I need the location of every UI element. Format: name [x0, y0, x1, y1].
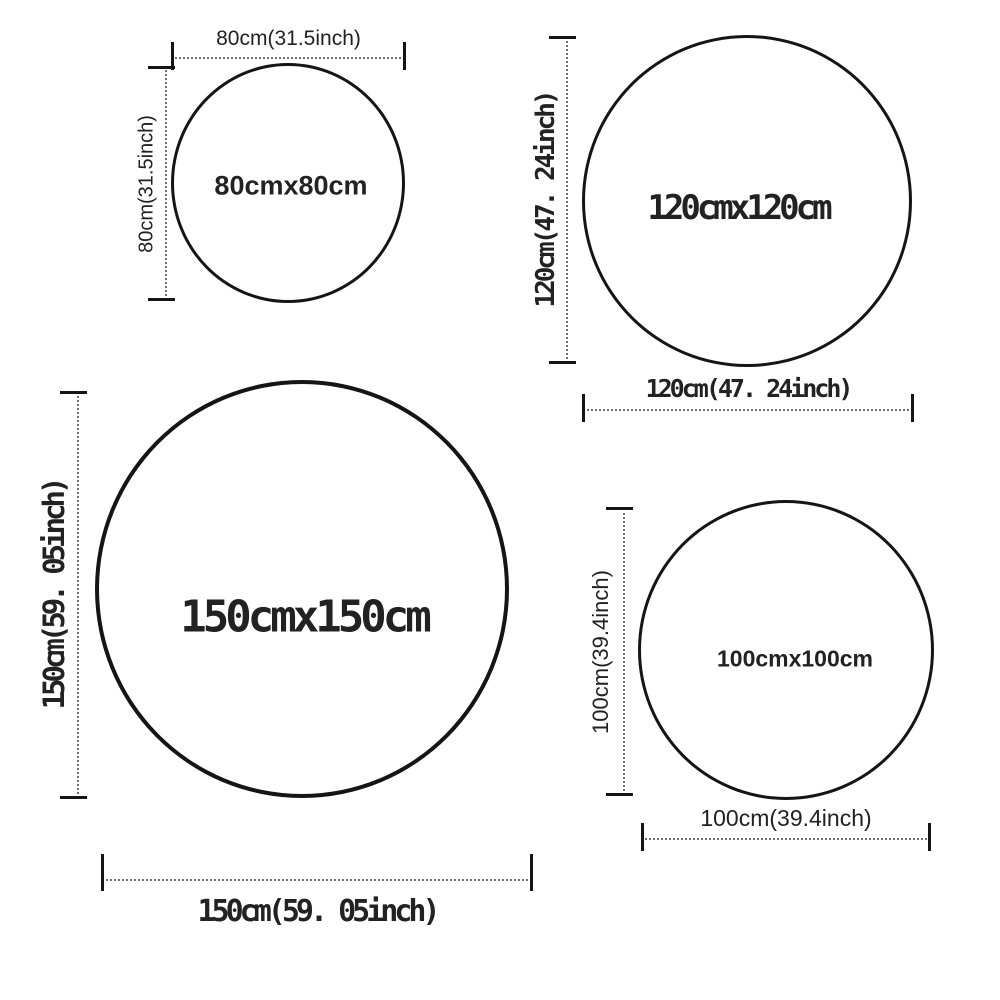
size-label-150: 150cmx150cm	[180, 591, 431, 643]
dimension-cap-top	[549, 36, 576, 39]
dimension-tick-right	[928, 823, 931, 851]
size-label-100: 100cmx100cm	[716, 645, 874, 672]
dimension-line	[623, 508, 625, 795]
dimension-cap-bottom	[606, 793, 633, 796]
dimension-line	[642, 838, 930, 840]
size-label-80: 80cmx80cm	[214, 170, 368, 201]
width-dimension-label-120: 120cm(47. 24inch)	[645, 374, 854, 403]
dimension-cap-top	[606, 507, 633, 510]
dimension-tick-right	[530, 854, 533, 891]
height-dimension-label-80: 80cm(31.5inch)	[135, 114, 158, 253]
width-dimension-label-150: 150cm(59. 05inch)	[197, 894, 440, 929]
circle-outline-150	[95, 380, 509, 798]
dimension-line	[583, 409, 913, 411]
circle-outline-80	[171, 63, 405, 303]
dimension-cap-top	[148, 66, 175, 69]
dimension-cap-bottom	[148, 298, 175, 301]
height-dimension-label-150: 150cm(59. 05inch)	[37, 480, 71, 710]
dimension-line	[172, 57, 405, 59]
dimension-tick-right	[911, 394, 914, 422]
dimension-tick-left	[641, 823, 644, 851]
size-label-120: 120cmx120cm	[647, 188, 832, 228]
dimension-tick-left	[171, 42, 174, 70]
dimension-line	[165, 67, 167, 300]
width-dimension-label-100: 100cm(39.4inch)	[700, 805, 872, 831]
dimension-cap-bottom	[549, 361, 576, 364]
dimension-tick-left	[101, 854, 104, 891]
dimension-line	[102, 879, 532, 881]
height-dimension-label-120: 120cm(47. 24inch)	[531, 92, 561, 308]
circle-outline-100	[638, 500, 934, 800]
dimension-tick-right	[403, 42, 406, 70]
height-dimension-label-100: 100cm(39.4inch)	[588, 569, 613, 734]
dimension-tick-left	[582, 394, 585, 422]
dimension-cap-bottom	[60, 796, 87, 799]
dimension-line	[77, 392, 79, 798]
dimension-line	[566, 37, 568, 363]
width-dimension-label-80: 80cm(31.5inch)	[216, 27, 361, 50]
dimension-cap-top	[60, 391, 87, 394]
circle-outline-120	[582, 35, 912, 367]
